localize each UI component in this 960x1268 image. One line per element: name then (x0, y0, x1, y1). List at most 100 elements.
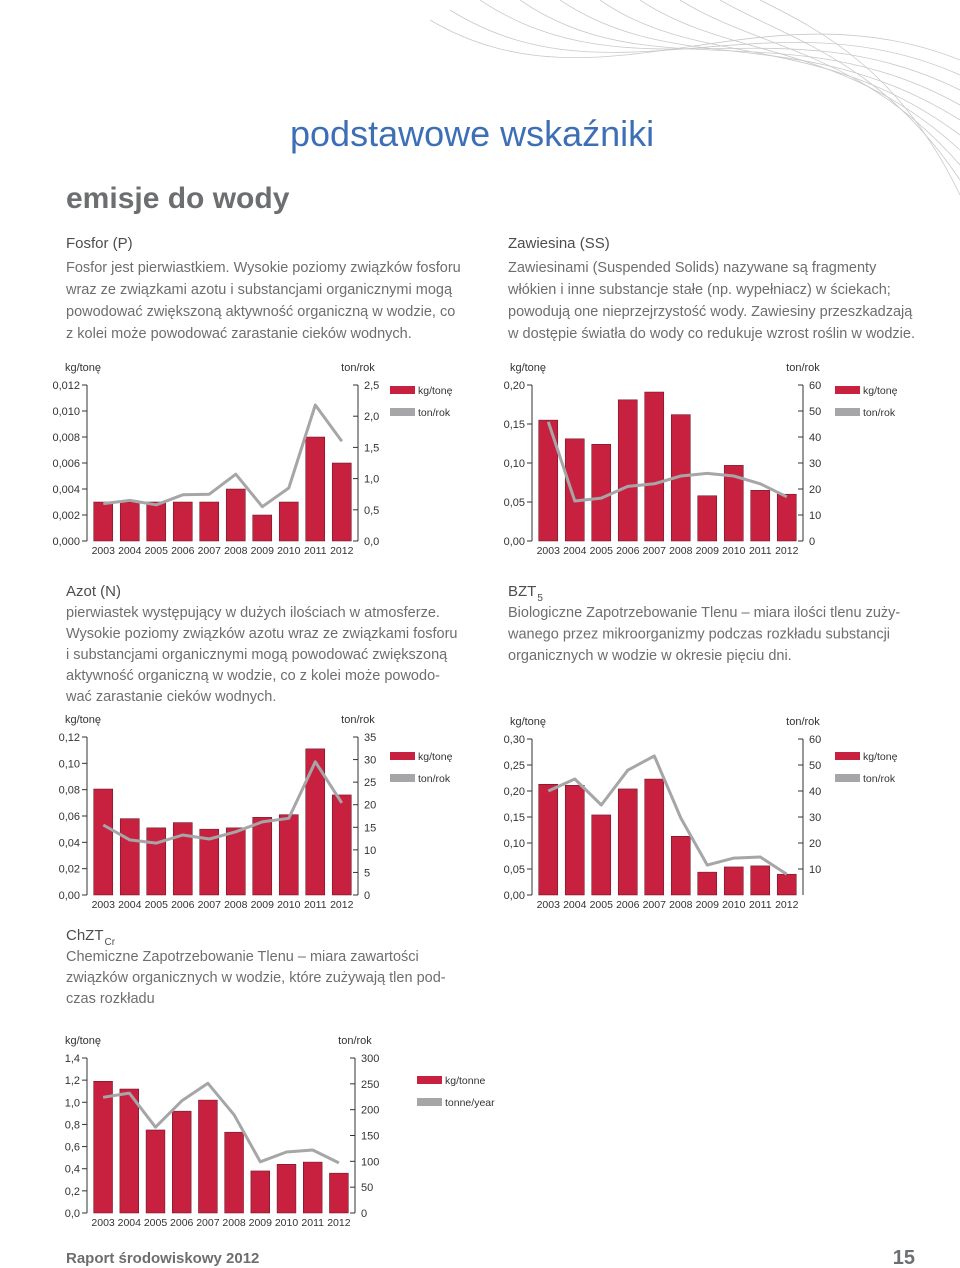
y2-axis-title: ton/rok (341, 714, 375, 726)
x-tick-label: 2010 (277, 899, 301, 911)
legend-swatch (835, 386, 860, 394)
paragraph-line: wanego przez mikroorganizmy podczas rozk… (507, 627, 890, 643)
bar (199, 828, 220, 896)
x-tick-label: 2004 (118, 899, 142, 911)
footer-text: Raport środowiskowy 2012 (66, 1250, 259, 1267)
bar (93, 788, 114, 896)
y-tick-label: 0,12 (59, 732, 80, 744)
legend-label: ton/rok (418, 773, 451, 785)
x-tick-label: 2006 (171, 545, 195, 557)
line-series (102, 1081, 340, 1165)
y-axis-title: kg/tonę (65, 714, 101, 726)
paragraph-line: i substancjami organicznymi mogą powodow… (66, 647, 448, 663)
y2-tick-label: 50 (361, 1182, 373, 1194)
x-tick-label: 2003 (537, 899, 561, 911)
y2-tick-label: 0,5 (364, 505, 379, 517)
y-tick-label: 0,15 (504, 812, 525, 824)
y-tick-label: 0,20 (504, 786, 525, 798)
bar (776, 493, 797, 542)
bar (564, 438, 585, 542)
legend-swatch (835, 774, 860, 782)
y-tick-label: 0,02 (59, 864, 80, 876)
bar (750, 865, 771, 896)
y2-axis-title: ton/rok (786, 362, 820, 374)
y2-tick-label: 10 (809, 510, 821, 522)
y-tick-label: 0,002 (52, 510, 80, 522)
bar (331, 462, 352, 542)
y2-tick-label: 40 (809, 432, 821, 444)
bar (93, 1081, 113, 1214)
section-heading-sub: Cr (105, 937, 116, 948)
x-tick-label: 2010 (277, 545, 301, 557)
y2-tick-label: 10 (809, 864, 821, 876)
bar (224, 1131, 244, 1214)
y-tick-label: 1,4 (65, 1053, 80, 1065)
y-tick-label: 0,04 (59, 837, 80, 849)
y2-tick-label: 60 (809, 734, 821, 746)
x-tick-label: 2010 (722, 899, 746, 911)
bar (145, 1129, 166, 1214)
page-subtitle: emisje do wody (66, 182, 290, 215)
y-tick-label: 0,2 (65, 1186, 80, 1198)
legend-label: kg/tonę (863, 751, 898, 763)
y2-tick-label: 50 (809, 406, 821, 418)
y-tick-label: 0,000 (52, 536, 80, 548)
line-series (547, 754, 788, 876)
y-axis-title: kg/tonę (510, 716, 546, 728)
x-tick-label: 2005 (144, 1217, 168, 1229)
x-tick-label: 2005 (590, 899, 614, 911)
legend-label: kg/tonę (418, 385, 453, 397)
bar (305, 436, 326, 542)
y2-tick-label: 40 (809, 786, 821, 798)
y2-tick-label: 1,0 (364, 474, 379, 486)
x-tick-label: 2009 (251, 899, 275, 911)
y2-tick-label: 10 (364, 845, 376, 857)
bar (199, 501, 220, 542)
decoration (429, 0, 960, 196)
y-tick-label: 1,0 (65, 1097, 80, 1109)
y-tick-label: 0,00 (504, 890, 525, 902)
x-tick-label: 2012 (775, 545, 799, 557)
y2-tick-label: 30 (809, 812, 821, 824)
y2-tick-label: 20 (809, 484, 821, 496)
x-tick-label: 2009 (249, 1217, 273, 1229)
y2-axis-title: ton/rok (786, 716, 820, 728)
y2-tick-label: 0 (361, 1208, 367, 1220)
paragraph-line: wraz ze związkami azotu i substancjami o… (65, 282, 453, 298)
legend-label: ton/rok (863, 407, 896, 419)
bar (172, 822, 193, 896)
y2-tick-label: 35 (364, 732, 376, 744)
paragraph-line: powodują one nieprzejrzystość wody. Zawi… (508, 304, 913, 320)
line-series (103, 403, 344, 509)
legend-swatch (390, 386, 415, 394)
y-tick-label: 0,25 (504, 760, 525, 772)
legend-label: kg/tonę (863, 385, 898, 397)
x-tick-label: 2009 (696, 545, 720, 557)
y-tick-label: 0,10 (504, 458, 525, 470)
x-tick-label: 2005 (590, 545, 614, 557)
y2-axis-title: ton/rok (338, 1035, 372, 1047)
y2-tick-label: 2,0 (364, 411, 379, 423)
x-tick-label: 2006 (616, 545, 640, 557)
bar (278, 814, 299, 896)
x-tick-label: 2011 (749, 899, 772, 911)
x-tick-label: 2003 (92, 899, 116, 911)
y-axis-title: kg/tonę (65, 1035, 101, 1047)
y2-tick-label: 30 (364, 755, 376, 767)
bar (538, 783, 559, 896)
x-tick-label: 2008 (224, 899, 248, 911)
x-tick-label: 2004 (118, 545, 142, 557)
x-tick-label: 2003 (537, 545, 561, 557)
x-tick-label: 2011 (304, 545, 327, 557)
bar (93, 501, 114, 542)
x-tick-label: 2007 (196, 1217, 220, 1229)
x-tick-label: 2012 (330, 899, 354, 911)
x-tick-label: 2006 (170, 1217, 194, 1229)
legend-swatch (390, 408, 415, 416)
x-tick-label: 2005 (145, 545, 169, 557)
x-tick-label: 2012 (327, 1217, 351, 1229)
bar (644, 391, 665, 542)
bar (538, 419, 559, 542)
paragraph-line: organicznych w wodzie w okresie pięciu d… (508, 648, 792, 664)
